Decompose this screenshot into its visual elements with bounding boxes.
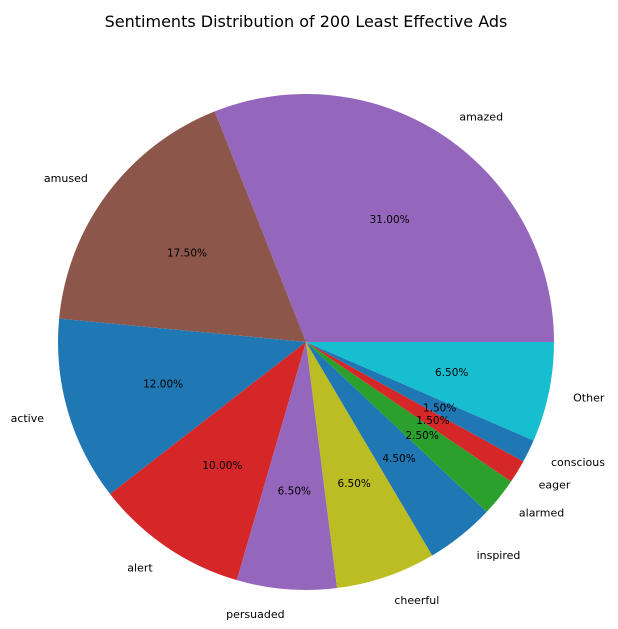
slice-label-alert: alert [127, 562, 153, 575]
pie-slice-alarmed [306, 342, 512, 512]
slice-percent-active: 12.00% [143, 379, 183, 391]
slice-label-alarmed: alarmed [519, 507, 564, 520]
pie-slice-conscious [306, 342, 534, 462]
slice-label-persuaded: persuaded [226, 608, 284, 621]
slice-percent-cheerful: 6.50% [338, 478, 371, 490]
slice-label-amused: amused [44, 172, 88, 185]
pie-slice-amazed [214, 94, 554, 342]
slice-percent-alert: 10.00% [202, 460, 242, 472]
pie-slice-cheerful [306, 342, 433, 589]
slice-percent-other: 6.50% [435, 367, 468, 379]
slice-percent-persuaded: 6.50% [278, 485, 311, 497]
slice-percent-inspired: 4.50% [382, 453, 415, 465]
pie-labels: amazed 31.00% amused 17.50% active 12.00% aler… [11, 110, 606, 621]
slice-label-amazed: amazed [459, 110, 503, 123]
pie-slice-other [306, 342, 554, 441]
pie-slices [57, 94, 554, 590]
slice-label-other: Other [573, 391, 605, 404]
slice-label-conscious: conscious [551, 456, 605, 469]
slice-percent-amazed: 31.00% [370, 214, 410, 226]
slice-label-inspired: inspired [477, 549, 521, 562]
slice-percent-eager: 1.50% [416, 415, 449, 427]
slice-percent-alarmed: 2.50% [405, 430, 438, 442]
slice-label-eager: eager [539, 479, 571, 492]
pie-slice-active [57, 318, 306, 494]
pie-slice-alert [110, 342, 306, 581]
pie-slice-amused [59, 111, 306, 342]
pie-slice-eager [306, 342, 524, 482]
slice-label-cheerful: cheerful [394, 594, 439, 607]
chart-title: Sentiments Distribution of 200 Least Eff… [105, 12, 508, 31]
slice-percent-conscious: 1.50% [423, 402, 456, 414]
slice-label-active: active [11, 412, 45, 425]
pie-slice-persuaded [236, 342, 338, 590]
pie-slice-inspired [306, 342, 487, 556]
slice-percent-amused: 17.50% [167, 248, 207, 260]
